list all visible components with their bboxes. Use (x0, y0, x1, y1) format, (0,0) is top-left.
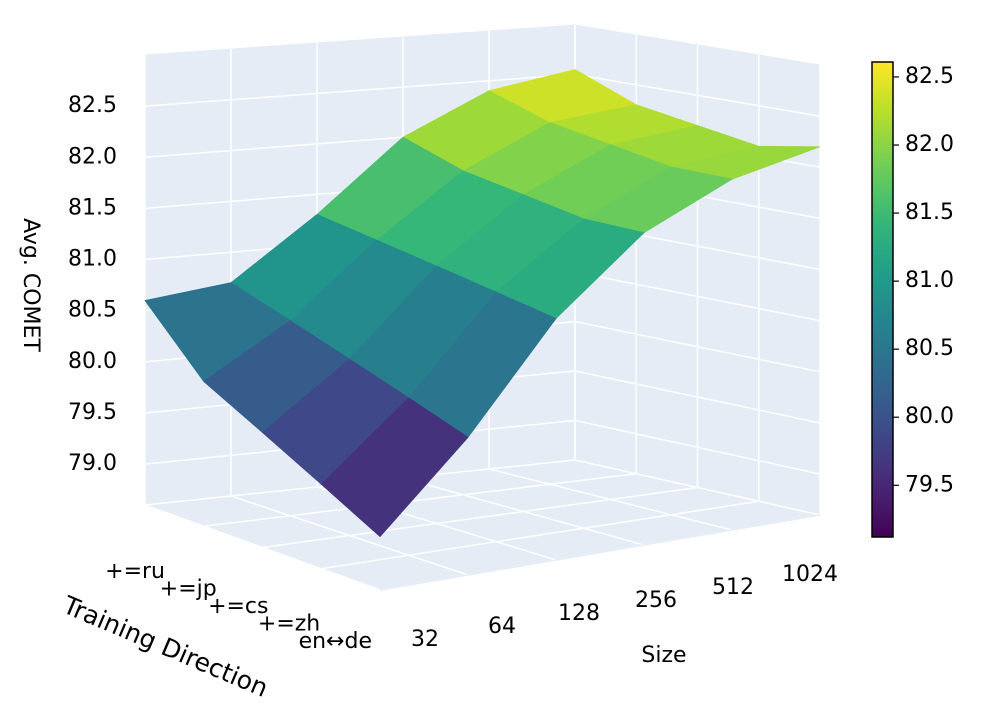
grid-line (574, 419, 821, 475)
axis-line (379, 514, 821, 591)
z-tick-label: 80.5 (68, 298, 117, 323)
colorbar-tick-label: 80.5 (905, 336, 954, 361)
colorbar-tick-label: 81.5 (905, 200, 954, 225)
y-tick-label: +=ru (105, 559, 165, 584)
y-tick-label: +=cs (208, 594, 268, 619)
x-axis-title: Size (641, 643, 686, 668)
grid-line (321, 500, 759, 570)
x-tick-label: 256 (635, 588, 677, 613)
z-tick-label: 81.0 (68, 247, 117, 272)
colorbar-tick-label: 80.0 (905, 404, 954, 429)
z-tick-label: 79.0 (68, 451, 117, 476)
x-tick-label: 64 (488, 614, 516, 639)
labels: 79.0 79.5 80.0 80.5 81.0 81.5 82.0 82.5 32 64 128 2… (68, 93, 838, 654)
colorbar-tick-label: 81.0 (905, 268, 954, 293)
surface-patch (320, 397, 469, 538)
grid-line (262, 486, 698, 549)
grid-line (574, 320, 821, 373)
colorbar (871, 61, 894, 538)
z-tick-label: 79.5 (68, 400, 117, 425)
grid-line (144, 73, 576, 107)
colorbar-tick-label: 82.0 (905, 132, 954, 157)
z-tick-label: 80.0 (68, 349, 117, 374)
z-axis-title: Avg. COMET (18, 218, 43, 352)
y-tick-label: en↔de (299, 629, 372, 654)
grid-line (574, 271, 821, 322)
z-tick-label: 81.5 (68, 195, 117, 220)
surface (144, 69, 821, 538)
colorbar-tick-label: 82.5 (905, 64, 954, 89)
z-tick-label: 82.0 (68, 144, 117, 169)
x-tick-label: 128 (558, 601, 600, 626)
x-tick-label: 512 (712, 575, 754, 600)
grid-line (574, 73, 821, 117)
grid-line (203, 473, 637, 527)
y-tick-label: +=jp (160, 577, 217, 602)
y-tick-label: +=zh (258, 612, 320, 637)
z-tick-label: 82.5 (68, 93, 117, 118)
x-tick-label: 1024 (782, 562, 838, 587)
colorbar-tick-label: 79.5 (905, 472, 954, 497)
x-tick-label: 32 (411, 627, 439, 652)
grid-line (574, 370, 821, 424)
